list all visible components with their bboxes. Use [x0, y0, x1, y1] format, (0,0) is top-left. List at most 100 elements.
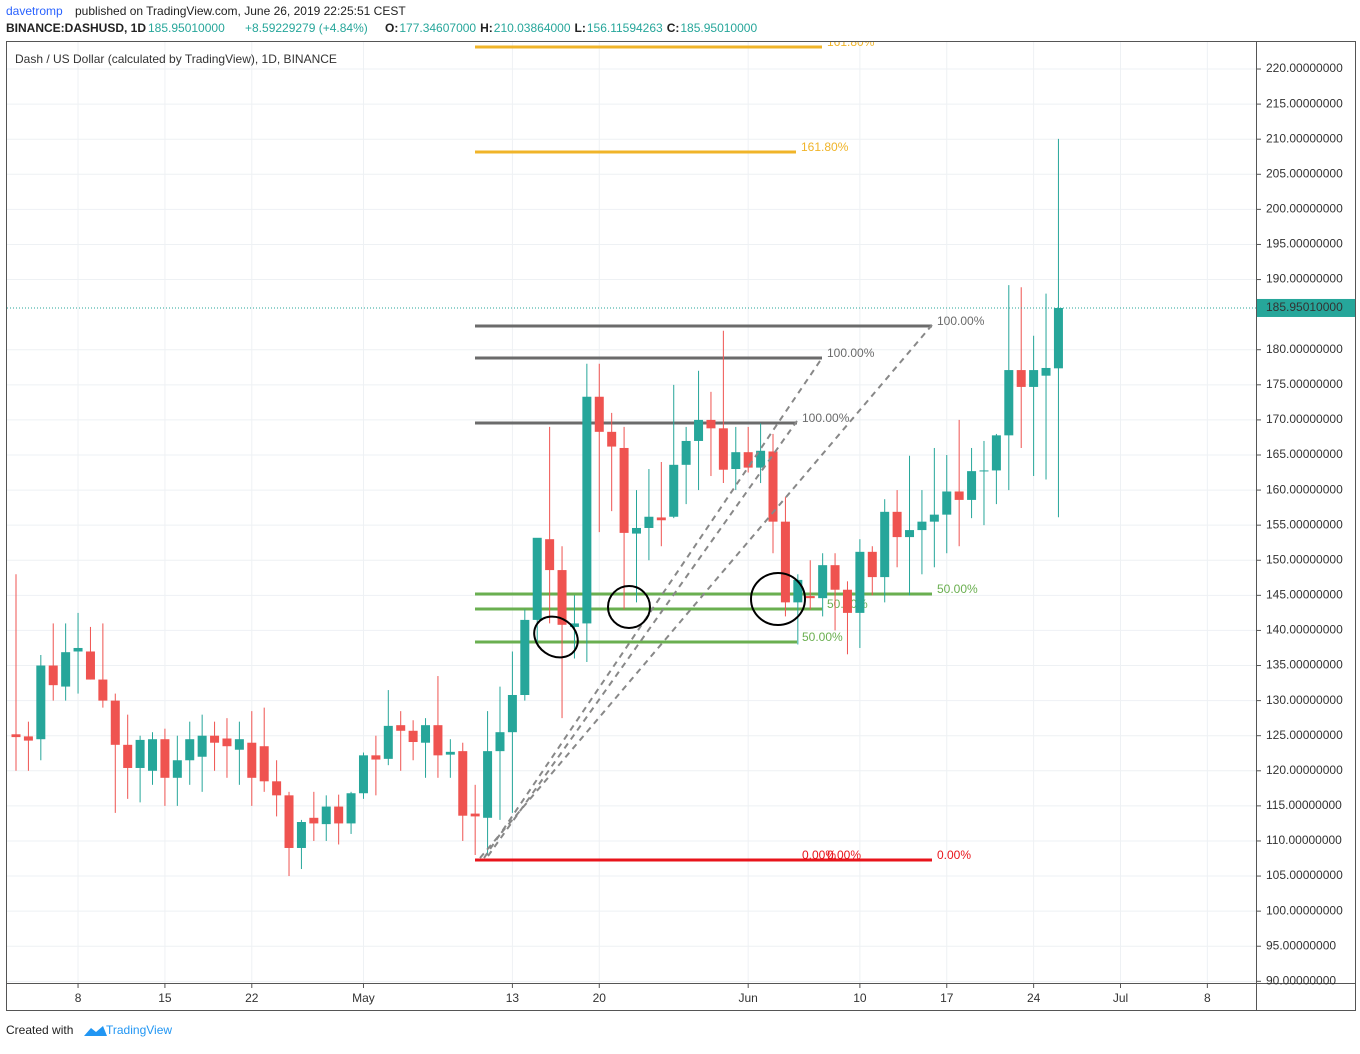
- y-tick-label: 90.00000000: [1266, 973, 1336, 987]
- candle-body: [272, 781, 282, 796]
- y-tick-label: 195.00000000: [1266, 237, 1343, 251]
- candle-body: [36, 665, 46, 740]
- candle-body: [445, 751, 455, 755]
- candle-body: [110, 700, 120, 745]
- candle-body: [905, 530, 915, 538]
- y-tick-label: 130.00000000: [1266, 693, 1343, 707]
- y-tick-label: 120.00000000: [1266, 763, 1343, 777]
- candle-body: [98, 679, 108, 701]
- candle-body: [483, 751, 493, 818]
- candle-body: [731, 452, 741, 470]
- x-tick-label: 20: [593, 991, 607, 1005]
- candle-body: [669, 464, 679, 517]
- candle-body: [135, 739, 145, 768]
- candle-body: [346, 793, 356, 824]
- footer-created: Created with: [6, 1023, 73, 1037]
- fib-label: 161.80%: [827, 35, 875, 49]
- author[interactable]: davetromp: [6, 4, 63, 18]
- candle-body: [569, 623, 579, 627]
- candle-body: [160, 739, 170, 778]
- candle-body: [830, 565, 840, 590]
- candle-body: [495, 732, 505, 752]
- y-tick-label: 205.00000000: [1266, 166, 1343, 180]
- ohlc-key: O:: [385, 21, 398, 35]
- last-price-box: [1257, 298, 1355, 317]
- candle-body: [321, 806, 331, 825]
- fib-label: 100.00%: [937, 314, 985, 328]
- candle-body: [706, 419, 716, 429]
- candle-body: [1041, 367, 1051, 376]
- candle-body: [470, 813, 480, 817]
- candle-body: [23, 736, 33, 741]
- candle-body: [780, 521, 790, 603]
- candle-body: [396, 725, 406, 731]
- x-tick-label: 8: [1204, 991, 1211, 1005]
- fib-trend: [487, 420, 798, 857]
- candle-body: [768, 451, 778, 522]
- candle-body: [421, 725, 431, 743]
- last-price-label: 185.95010000: [1266, 300, 1343, 314]
- candle-body: [694, 419, 704, 441]
- candle-body: [222, 738, 232, 747]
- candle-body: [458, 751, 468, 816]
- fib-label: 50.00%: [802, 630, 843, 644]
- fib-label: 100.00%: [827, 346, 875, 360]
- candle-body: [383, 725, 393, 759]
- candle-body: [358, 755, 368, 794]
- candle-body: [85, 651, 95, 680]
- ohlc-value: 156.11594263: [587, 21, 663, 35]
- footer-brand[interactable]: TradingView: [106, 1023, 172, 1037]
- candle-body: [507, 694, 517, 733]
- candle-body: [818, 565, 828, 599]
- candle-body: [234, 739, 244, 750]
- x-tick-label: 8: [75, 991, 82, 1005]
- x-tick-label: 10: [853, 991, 867, 1005]
- candle-body: [842, 589, 852, 613]
- y-tick-label: 160.00000000: [1266, 482, 1343, 496]
- candle-body: [743, 452, 753, 468]
- candle-body: [61, 652, 71, 687]
- chart-title: Dash / US Dollar (calculated by TradingV…: [15, 52, 337, 66]
- y-tick-label: 135.00000000: [1266, 658, 1343, 672]
- x-tick-label: 24: [1027, 991, 1041, 1005]
- circle: [750, 572, 806, 626]
- candle-body: [247, 742, 257, 778]
- candle-body: [619, 447, 629, 533]
- y-tick-label: 215.00000000: [1266, 96, 1343, 110]
- y-tick-label: 210.00000000: [1266, 131, 1343, 145]
- candle-body: [408, 730, 418, 743]
- candle-body: [979, 470, 989, 472]
- candle-body: [929, 514, 939, 522]
- candle-body: [1029, 370, 1039, 387]
- y-tick-label: 115.00000000: [1266, 798, 1342, 812]
- candle-body: [284, 795, 294, 848]
- candle-body: [756, 450, 766, 468]
- frame: [6, 41, 1356, 1011]
- candle-body: [718, 428, 728, 470]
- candle-body: [557, 570, 567, 625]
- candle-body: [917, 521, 927, 531]
- ohlc-key: C:: [667, 21, 680, 35]
- candle-body: [48, 665, 58, 686]
- fib-label: 50.00%: [937, 582, 978, 596]
- candle-body: [880, 511, 890, 578]
- x-tick-label: 17: [940, 991, 954, 1005]
- candle-body: [148, 739, 158, 771]
- candle-body: [334, 806, 344, 824]
- symbol: BINANCE:DASHUSD, 1D: [6, 21, 146, 35]
- y-tick-label: 190.00000000: [1266, 272, 1343, 286]
- candle-body: [681, 440, 691, 465]
- candle-body: [954, 491, 964, 500]
- candle-body: [545, 539, 555, 571]
- circle: [533, 615, 579, 659]
- y-tick-label: 165.00000000: [1266, 447, 1343, 461]
- y-tick-label: 125.00000000: [1266, 728, 1343, 742]
- x-tick-label: 13: [506, 991, 520, 1005]
- y-tick-label: 220.00000000: [1266, 61, 1343, 75]
- candle-body: [532, 537, 542, 620]
- y-tick-label: 175.00000000: [1266, 377, 1343, 391]
- candle-body: [867, 551, 877, 578]
- candle-body: [892, 511, 902, 538]
- circles: [533, 572, 806, 659]
